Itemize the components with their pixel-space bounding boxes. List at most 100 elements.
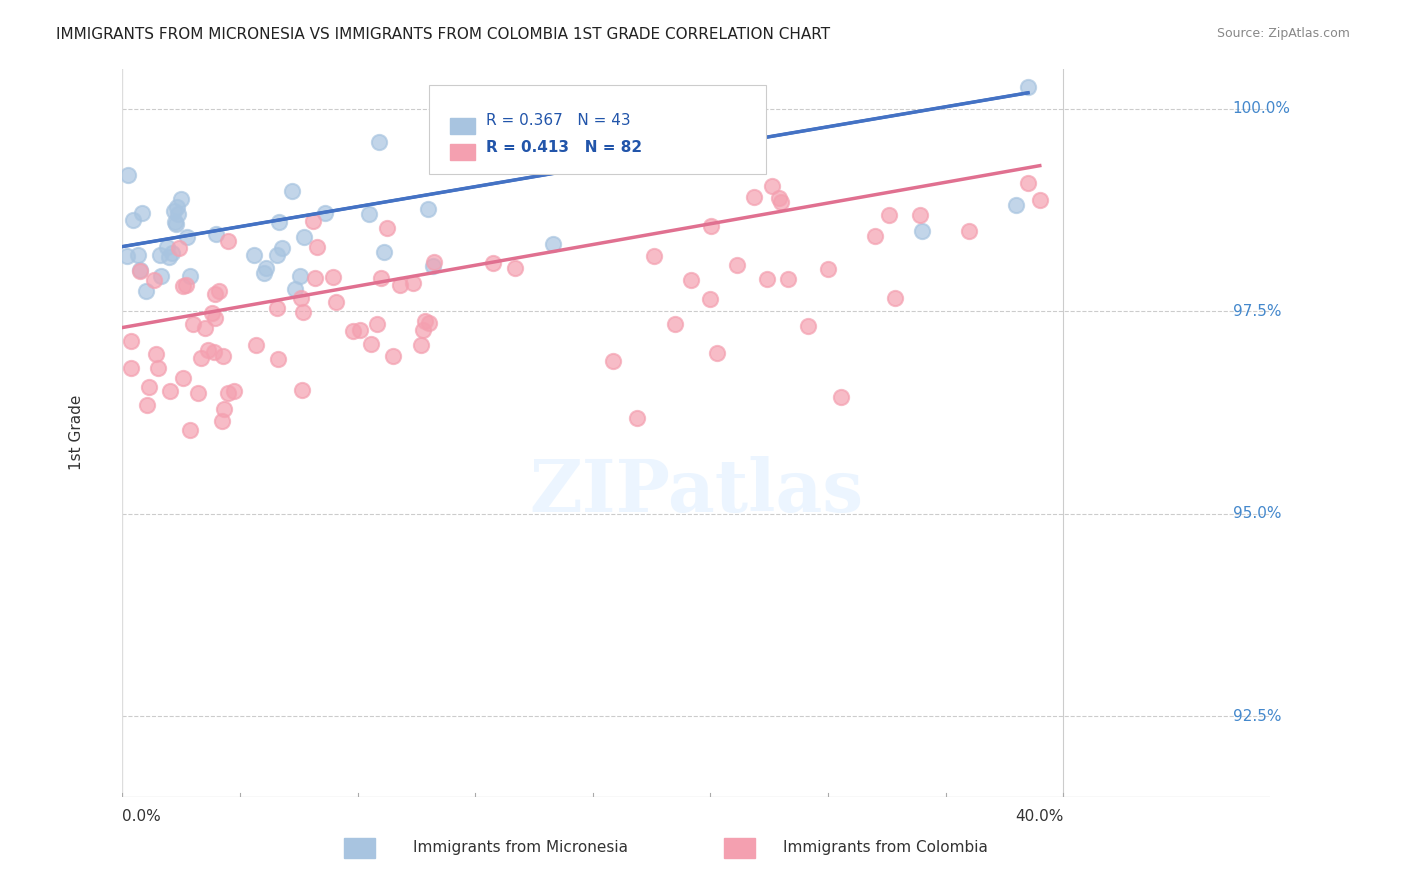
Point (243, 248, 266, 262)
Point (1005, 197, 1028, 211)
Point (172, 279, 194, 293)
Point (908, 209, 931, 223)
Point (166, 207, 188, 221)
Point (699, 292, 721, 306)
Point (322, 270, 344, 285)
Point (120, 360, 142, 375)
Point (1017, 176, 1039, 190)
Point (768, 190, 790, 204)
Point (129, 263, 152, 277)
Point (266, 247, 288, 261)
Point (167, 241, 190, 255)
Point (267, 215, 290, 229)
Point (149, 247, 172, 261)
Point (291, 383, 314, 397)
Point (138, 380, 160, 394)
Point (325, 294, 347, 309)
Point (176, 230, 198, 244)
Point (302, 213, 325, 227)
Point (205, 227, 228, 242)
Point (706, 346, 728, 360)
Text: IMMIGRANTS FROM MICRONESIA VS IMMIGRANTS FROM COLOMBIA 1ST GRADE CORRELATION CHA: IMMIGRANTS FROM MICRONESIA VS IMMIGRANTS… (56, 27, 831, 42)
Point (366, 317, 388, 331)
Point (1029, 193, 1052, 207)
Point (664, 317, 686, 331)
Point (776, 272, 799, 286)
Point (761, 179, 783, 194)
Point (769, 195, 792, 210)
Text: 97.5%: 97.5% (1233, 304, 1281, 318)
Point (602, 354, 624, 368)
Text: 92.5%: 92.5% (1233, 708, 1281, 723)
Point (281, 184, 304, 198)
Point (307, 240, 329, 254)
Point (402, 277, 425, 291)
Point (643, 249, 665, 263)
Point (292, 230, 315, 244)
Point (165, 217, 187, 231)
Point (245, 338, 267, 352)
Text: Immigrants from Colombia: Immigrants from Colombia (783, 840, 988, 855)
Point (360, 337, 382, 351)
Point (422, 259, 444, 273)
Point (817, 261, 839, 276)
Point (145, 347, 167, 361)
Point (288, 269, 311, 284)
Point (149, 268, 172, 283)
Point (169, 192, 191, 206)
Point (271, 241, 294, 255)
Point (135, 284, 157, 298)
Point (131, 206, 153, 220)
Text: Immigrants from Micronesia: Immigrants from Micronesia (413, 840, 627, 855)
Point (197, 343, 219, 357)
Point (157, 250, 180, 264)
Point (117, 168, 139, 182)
Point (127, 248, 149, 262)
Text: ZIPatlas: ZIPatlas (529, 456, 863, 526)
Point (253, 266, 276, 280)
Text: 95.0%: 95.0% (1233, 507, 1281, 521)
Point (159, 384, 181, 399)
Point (208, 285, 231, 299)
Text: 1st Grade: 1st Grade (69, 395, 84, 470)
Point (681, 272, 703, 286)
Point (700, 219, 723, 234)
Text: Source: ZipAtlas.com: Source: ZipAtlas.com (1216, 27, 1350, 40)
Point (202, 345, 225, 359)
Point (204, 311, 226, 326)
Point (190, 351, 212, 366)
Point (756, 271, 779, 285)
Point (357, 207, 380, 221)
Point (304, 270, 326, 285)
Point (284, 282, 307, 296)
Point (382, 350, 405, 364)
Point (541, 237, 564, 252)
Point (163, 204, 186, 219)
Point (160, 245, 183, 260)
Point (413, 313, 436, 327)
Point (349, 323, 371, 337)
Point (315, 206, 337, 220)
Point (560, 143, 582, 157)
Point (212, 401, 235, 416)
Point (224, 384, 246, 399)
Point (373, 245, 395, 260)
Point (725, 259, 748, 273)
Point (266, 301, 288, 315)
Point (179, 268, 201, 283)
Point (411, 338, 433, 352)
Point (292, 304, 315, 318)
Point (117, 249, 139, 263)
Point (254, 260, 277, 275)
Point (129, 264, 152, 278)
Point (143, 273, 166, 287)
Point (136, 398, 159, 412)
Point (418, 202, 440, 216)
Point (211, 414, 233, 428)
Text: 0.0%: 0.0% (122, 809, 162, 824)
Point (174, 278, 197, 293)
Point (370, 270, 392, 285)
Point (412, 322, 434, 336)
Point (877, 208, 900, 222)
Point (1017, 79, 1039, 94)
